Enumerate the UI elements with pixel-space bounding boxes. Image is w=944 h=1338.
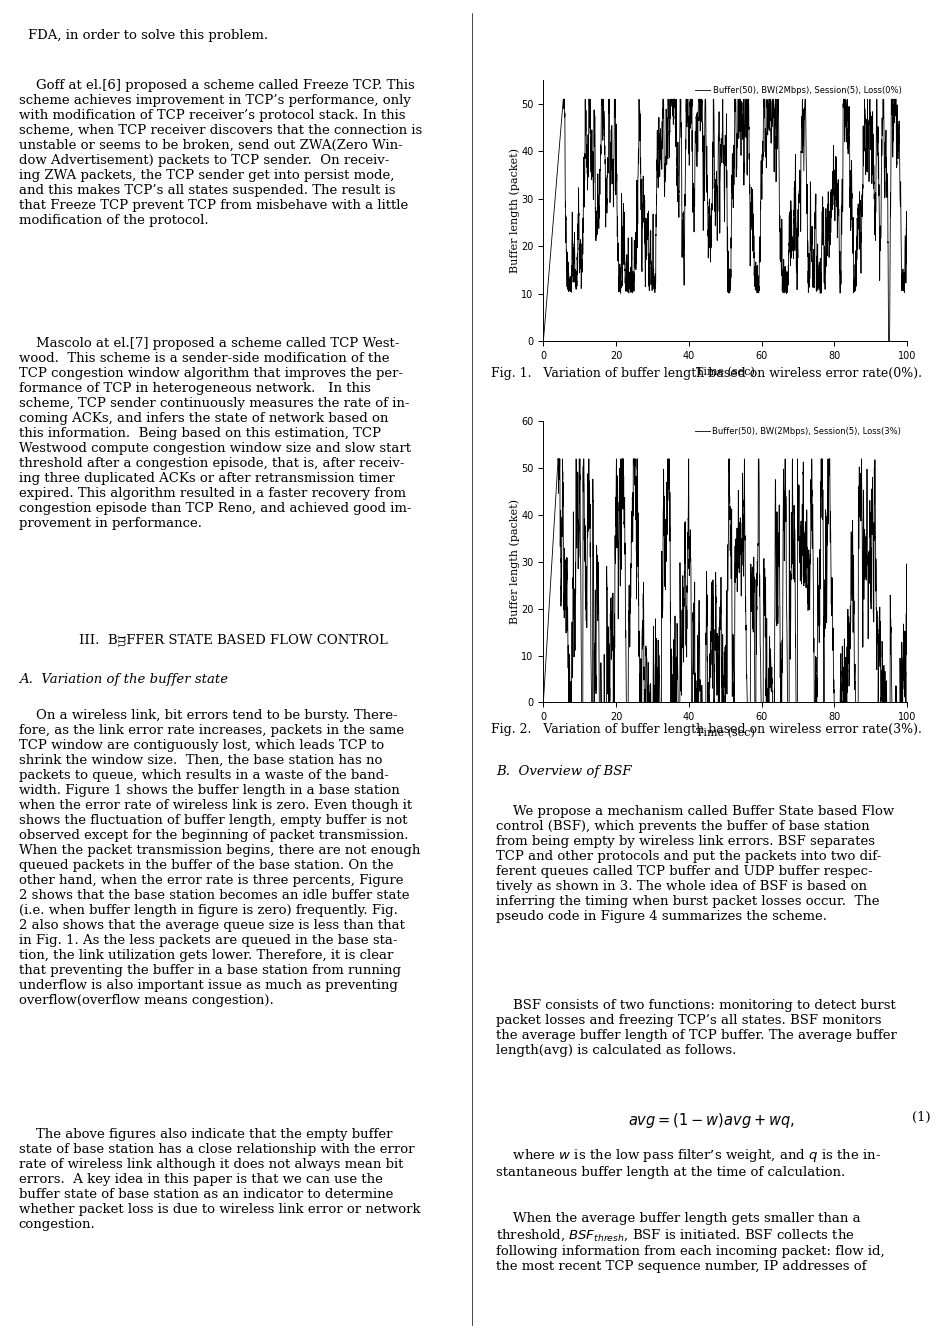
X-axis label: Time (sec): Time (sec) bbox=[695, 367, 754, 377]
Y-axis label: Buffer length (packet): Buffer length (packet) bbox=[509, 149, 519, 273]
X-axis label: Time (sec): Time (sec) bbox=[695, 728, 754, 739]
Text: $avg = (1-w)avg + wq,$: $avg = (1-w)avg + wq,$ bbox=[627, 1111, 794, 1129]
Text: Fig. 2.   Variation of buffer length based on wireless error rate(3%).: Fig. 2. Variation of buffer length based… bbox=[491, 723, 921, 736]
Text: The above figures also indicate that the empty buffer
state of base station has : The above figures also indicate that the… bbox=[19, 1128, 420, 1231]
Text: where $w$ is the low pass filter’s weight, and $q$ is the in-
stantaneous buffer: where $w$ is the low pass filter’s weigh… bbox=[496, 1147, 880, 1179]
Text: A.  Variation of the buffer state: A. Variation of the buffer state bbox=[19, 673, 228, 686]
Text: We propose a mechanism called Buffer State based Flow
control (BSF), which preve: We propose a mechanism called Buffer Sta… bbox=[496, 805, 893, 923]
Text: BSF consists of two functions: monitoring to detect burst
packet losses and free: BSF consists of two functions: monitorin… bbox=[496, 999, 896, 1057]
Text: (1): (1) bbox=[911, 1111, 930, 1124]
Legend: Buffer(50), BW(2Mbps), Session(5), Loss(3%): Buffer(50), BW(2Mbps), Session(5), Loss(… bbox=[693, 425, 902, 438]
Text: III.  BᴟFFER STATE BASED FLOW CONTROL: III. BᴟFFER STATE BASED FLOW CONTROL bbox=[79, 634, 388, 648]
Text: Fig. 1.   Variation of buffer length based on wireless error rate(0%).: Fig. 1. Variation of buffer length based… bbox=[491, 367, 921, 380]
Text: B.  Overview of BSF: B. Overview of BSF bbox=[496, 765, 631, 779]
Legend: Buffer(50), BW(2Mbps), Session(5), Loss(0%): Buffer(50), BW(2Mbps), Session(5), Loss(… bbox=[693, 84, 902, 96]
Y-axis label: Buffer length (packet): Buffer length (packet) bbox=[509, 499, 519, 625]
Text: On a wireless link, bit errors tend to be bursty. There-
fore, as the link error: On a wireless link, bit errors tend to b… bbox=[19, 709, 420, 1008]
Text: FDA, in order to solve this problem.: FDA, in order to solve this problem. bbox=[28, 29, 268, 43]
Text: Goff at el.[6] proposed a scheme called Freeze TCP. This
scheme achieves improve: Goff at el.[6] proposed a scheme called … bbox=[19, 79, 422, 227]
Text: When the average buffer length gets smaller than a
threshold, $BSF_{thresh}$, BS: When the average buffer length gets smal… bbox=[496, 1212, 884, 1272]
Text: Mascolo at el.[7] proposed a scheme called TCP West-
wood.  This scheme is a sen: Mascolo at el.[7] proposed a scheme call… bbox=[19, 337, 411, 530]
